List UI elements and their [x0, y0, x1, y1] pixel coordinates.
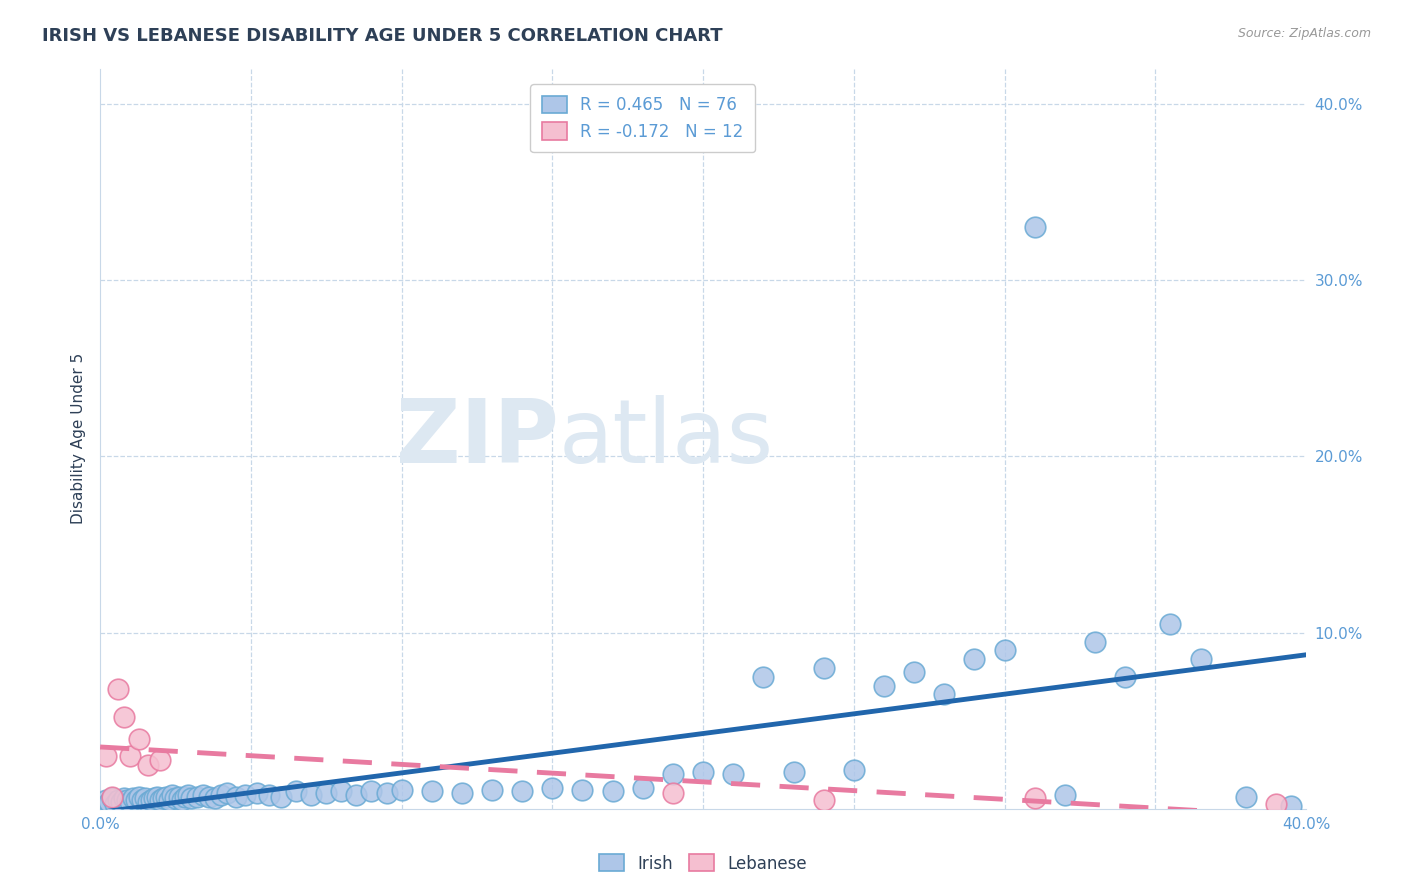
- Point: [692, 765, 714, 780]
- Point: [752, 670, 775, 684]
- Point: [993, 643, 1015, 657]
- Point: [131, 793, 153, 807]
- Point: [215, 786, 238, 800]
- Point: [204, 791, 226, 805]
- Point: [1264, 797, 1286, 811]
- Point: [96, 749, 118, 764]
- Point: [330, 784, 353, 798]
- Point: [120, 795, 142, 809]
- Point: [141, 793, 163, 807]
- Legend: R = 0.465   N = 76, R = -0.172   N = 12: R = 0.465 N = 76, R = -0.172 N = 12: [530, 84, 755, 153]
- Point: [1114, 670, 1136, 684]
- Point: [125, 793, 148, 807]
- Point: [96, 793, 118, 807]
- Point: [510, 784, 533, 798]
- Point: [146, 789, 169, 804]
- Point: [360, 784, 382, 798]
- Point: [662, 766, 685, 780]
- Point: [197, 789, 219, 804]
- Text: ZIP: ZIP: [395, 395, 558, 483]
- Point: [149, 793, 172, 807]
- Point: [191, 788, 214, 802]
- Point: [285, 784, 308, 798]
- Point: [233, 788, 256, 802]
- Point: [162, 788, 184, 802]
- Point: [813, 793, 835, 807]
- Point: [963, 652, 986, 666]
- Point: [101, 791, 124, 805]
- Point: [112, 710, 135, 724]
- Point: [571, 782, 593, 797]
- Point: [723, 766, 745, 780]
- Point: [1279, 798, 1302, 813]
- Point: [903, 665, 925, 679]
- Point: [209, 788, 232, 802]
- Point: [180, 791, 202, 805]
- Point: [1159, 616, 1181, 631]
- Point: [138, 758, 160, 772]
- Point: [167, 789, 190, 804]
- Point: [104, 797, 127, 811]
- Point: [1053, 788, 1076, 802]
- Point: [117, 793, 139, 807]
- Point: [481, 782, 503, 797]
- Point: [391, 782, 413, 797]
- Point: [165, 791, 187, 805]
- Point: [934, 688, 956, 702]
- Point: [173, 789, 195, 804]
- Point: [270, 789, 292, 804]
- Text: atlas: atlas: [558, 395, 773, 483]
- Point: [1189, 652, 1212, 666]
- Point: [420, 784, 443, 798]
- Point: [451, 786, 474, 800]
- Point: [375, 786, 398, 800]
- Point: [257, 788, 280, 802]
- Point: [246, 786, 269, 800]
- Point: [315, 786, 337, 800]
- Point: [152, 791, 174, 805]
- Point: [138, 795, 160, 809]
- Point: [155, 789, 177, 804]
- Point: [98, 795, 121, 809]
- Point: [782, 765, 804, 780]
- Text: Source: ZipAtlas.com: Source: ZipAtlas.com: [1237, 27, 1371, 40]
- Point: [186, 789, 208, 804]
- Point: [842, 764, 865, 778]
- Point: [122, 791, 145, 805]
- Point: [128, 789, 150, 804]
- Point: [170, 793, 193, 807]
- Point: [110, 795, 132, 809]
- Point: [176, 788, 198, 802]
- Point: [225, 789, 247, 804]
- Point: [1084, 634, 1107, 648]
- Point: [149, 753, 172, 767]
- Point: [631, 780, 654, 795]
- Point: [813, 661, 835, 675]
- Text: IRISH VS LEBANESE DISABILITY AGE UNDER 5 CORRELATION CHART: IRISH VS LEBANESE DISABILITY AGE UNDER 5…: [42, 27, 723, 45]
- Point: [143, 791, 166, 805]
- Point: [299, 788, 322, 802]
- Point: [602, 784, 624, 798]
- Point: [344, 788, 367, 802]
- Point: [112, 791, 135, 805]
- Point: [873, 679, 896, 693]
- Point: [1234, 789, 1257, 804]
- Point: [107, 793, 129, 807]
- Point: [159, 793, 181, 807]
- Legend: Irish, Lebanese: Irish, Lebanese: [592, 847, 814, 880]
- Point: [107, 682, 129, 697]
- Point: [662, 786, 685, 800]
- Y-axis label: Disability Age Under 5: Disability Age Under 5: [72, 353, 86, 524]
- Point: [1024, 220, 1046, 235]
- Point: [101, 789, 124, 804]
- Point: [128, 731, 150, 746]
- Point: [134, 791, 156, 805]
- Point: [120, 749, 142, 764]
- Point: [1024, 791, 1046, 805]
- Point: [541, 780, 564, 795]
